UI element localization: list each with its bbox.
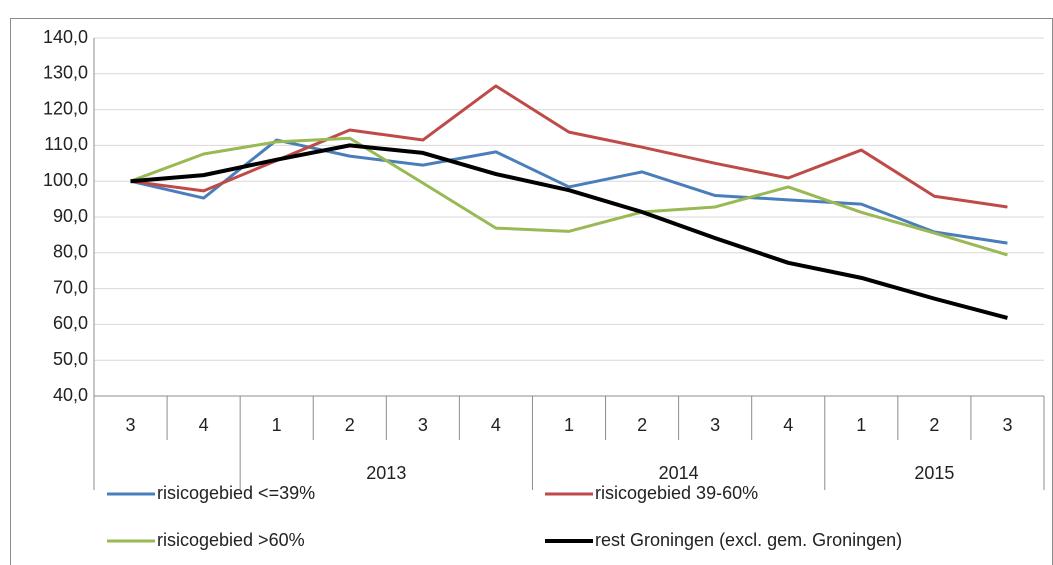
- y-tick-label: 100,0: [43, 170, 88, 190]
- x-tick-label: 1: [564, 415, 574, 435]
- x-tick-label: 3: [126, 415, 136, 435]
- legend-label: risicogebied <=39%: [157, 483, 315, 503]
- x-tick-label: 4: [783, 415, 793, 435]
- y-tick-label: 50,0: [53, 349, 88, 369]
- y-tick-label: 80,0: [53, 242, 88, 262]
- x-tick-label: 2: [929, 415, 939, 435]
- x-tick-label: 2: [637, 415, 647, 435]
- series-line: [130, 143, 1008, 320]
- x-tick-label: 1: [272, 415, 282, 435]
- series-line: [130, 136, 1008, 257]
- legend-label: rest Groningen (excl. gem. Groningen): [595, 530, 902, 550]
- x-tick-label: 2: [345, 415, 355, 435]
- y-tick-label: 60,0: [53, 313, 88, 333]
- y-tick-label: 90,0: [53, 206, 88, 226]
- series-line: [130, 138, 1008, 245]
- legend-label: risicogebied 39-60%: [595, 483, 758, 503]
- year-label: 2015: [914, 463, 954, 483]
- x-tick-label: 3: [1002, 415, 1012, 435]
- y-tick-label: 110,0: [44, 134, 88, 154]
- x-tick-label: 4: [199, 415, 209, 435]
- y-tick-label: 140,0: [43, 27, 88, 47]
- x-tick-label: 3: [710, 415, 720, 435]
- year-label: 2014: [659, 463, 699, 483]
- x-tick-label: 1: [856, 415, 866, 435]
- y-tick-label: 40,0: [53, 385, 88, 405]
- x-tick-label: 3: [418, 415, 428, 435]
- y-tick-label: 120,0: [43, 98, 88, 118]
- x-tick-label: 4: [491, 415, 501, 435]
- year-label: 2013: [366, 463, 406, 483]
- y-tick-label: 70,0: [53, 277, 88, 297]
- y-tick-label: 130,0: [43, 63, 88, 83]
- legend-label: risicogebied >60%: [157, 530, 305, 550]
